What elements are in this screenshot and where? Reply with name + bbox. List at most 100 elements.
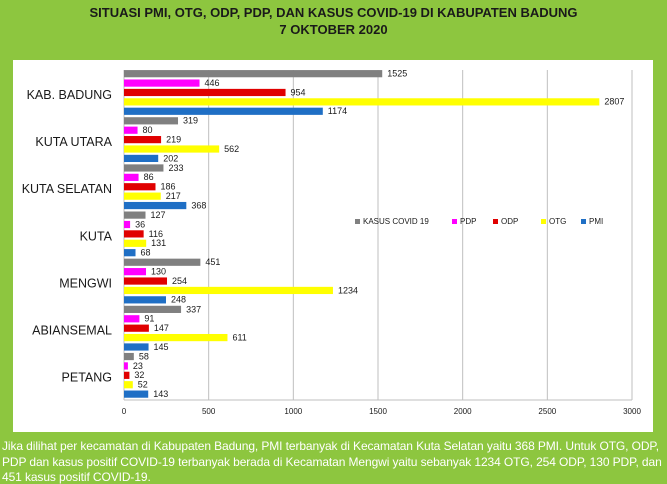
bar-1-3 xyxy=(124,145,220,153)
value-label-4-2: 254 xyxy=(172,276,187,286)
value-label-0-2: 954 xyxy=(291,87,306,97)
bar-2-4 xyxy=(124,201,187,210)
legend-label-3: OTG xyxy=(549,217,566,226)
bar-6-1 xyxy=(124,362,128,370)
value-label-3-0: 127 xyxy=(151,210,166,220)
value-label-6-3: 52 xyxy=(138,380,148,390)
bar-0-4 xyxy=(124,107,323,115)
bar-1-0 xyxy=(124,117,179,125)
chart-title-line-1: SITUASI PMI, OTG, ODP, PDP, DAN KASUS CO… xyxy=(89,5,578,20)
value-label-0-3: 2807 xyxy=(604,97,624,107)
category-label-2: KUTA SELATAN xyxy=(22,182,112,196)
bar-2-0 xyxy=(124,164,164,172)
bar-3-4 xyxy=(124,249,136,257)
bar-0-1 xyxy=(124,79,200,87)
category-label-4: MENGWI xyxy=(59,276,112,290)
value-label-6-4: 143 xyxy=(153,389,168,399)
bar-6-0 xyxy=(124,352,134,361)
bar-0-0 xyxy=(124,70,383,78)
value-label-3-4: 68 xyxy=(141,248,151,258)
bar-4-4 xyxy=(124,296,166,304)
value-label-5-0: 337 xyxy=(186,304,201,314)
category-label-1: KUTA UTARA xyxy=(35,135,112,149)
value-label-1-0: 319 xyxy=(183,116,198,126)
x-tick-label-2000: 2000 xyxy=(454,407,472,416)
value-label-4-0: 451 xyxy=(205,257,220,267)
caption-text: Jika dilihat per kecamatan di Kabupaten … xyxy=(2,439,662,484)
value-label-2-3: 217 xyxy=(166,191,181,201)
legend-label-4: PMI xyxy=(589,217,603,226)
x-tick-label-0: 0 xyxy=(122,407,127,416)
legend-label-0: KASUS COVID 19 xyxy=(363,217,429,226)
value-label-5-3: 611 xyxy=(232,332,246,342)
bar-4-1 xyxy=(124,268,147,276)
value-label-0-0: 1525 xyxy=(387,69,407,79)
legend-swatch-4 xyxy=(581,219,586,224)
bar-3-1 xyxy=(124,220,131,229)
value-label-5-2: 147 xyxy=(154,323,169,333)
grid xyxy=(123,70,633,401)
x-axis-ticks: 0 500 1000 1500 2000 2500 3000 xyxy=(122,407,642,416)
bar-5-2 xyxy=(124,324,149,332)
bar-3-3 xyxy=(124,239,147,247)
x-tick-label-3000: 3000 xyxy=(623,407,641,416)
value-label-2-1: 86 xyxy=(144,172,154,182)
legend: KASUS COVID 19 PDP ODP OTG PMI xyxy=(355,217,603,226)
value-label-3-2: 116 xyxy=(149,229,163,239)
chart-area xyxy=(13,60,653,432)
bar-1-1 xyxy=(124,126,138,134)
value-label-3-1: 36 xyxy=(135,219,145,229)
bar-4-3 xyxy=(124,286,333,295)
bar-5-1 xyxy=(124,315,140,323)
value-label-6-2: 32 xyxy=(134,370,144,380)
chart-title: SITUASI PMI, OTG, ODP, PDP, DAN KASUS CO… xyxy=(0,4,667,38)
value-label-4-3: 1234 xyxy=(338,285,358,295)
bar-0-2 xyxy=(124,88,286,97)
x-tick-label-1500: 1500 xyxy=(369,407,387,416)
bar-5-4 xyxy=(124,343,149,351)
bar-5-3 xyxy=(124,333,228,342)
category-labels: KAB. BADUNG KUTA UTARA KUTA SELATAN KUTA MEN… xyxy=(22,88,113,385)
value-label-3-3: 131 xyxy=(151,238,166,248)
category-label-3: KUTA xyxy=(80,229,113,243)
value-label-0-1: 446 xyxy=(205,78,220,88)
bar-6-4 xyxy=(124,390,149,398)
legend-swatch-3 xyxy=(541,219,546,224)
x-tick-label-1000: 1000 xyxy=(284,407,302,416)
legend-label-1: PDP xyxy=(460,217,476,226)
value-label-4-4: 248 xyxy=(171,295,186,305)
value-label-6-1: 23 xyxy=(133,361,143,371)
bar-2-3 xyxy=(124,192,161,200)
bar-5-0 xyxy=(124,305,182,313)
bar-0-3 xyxy=(124,98,600,106)
chart-title-line-2: 7 OKTOBER 2020 xyxy=(279,22,388,37)
bar-3-0 xyxy=(124,211,146,219)
value-label-0-4: 1174 xyxy=(328,106,347,116)
value-label-4-1: 130 xyxy=(151,267,166,277)
value-label-1-2: 219 xyxy=(166,134,181,144)
value-label-2-4: 368 xyxy=(191,200,206,210)
category-label-6: PETANG xyxy=(62,371,112,385)
category-label-5: ABIANSEMAL xyxy=(32,324,112,338)
bar-6-3 xyxy=(124,381,133,389)
bar-3-2 xyxy=(124,230,144,238)
value-label-2-0: 233 xyxy=(168,163,183,173)
bar-2-1 xyxy=(124,173,139,181)
legend-label-2: ODP xyxy=(501,217,518,226)
bar-4-0 xyxy=(124,258,201,266)
value-label-1-4: 202 xyxy=(163,153,178,163)
x-tick-label-500: 500 xyxy=(202,407,216,416)
bar-2-2 xyxy=(124,183,156,191)
bar-1-4 xyxy=(124,154,159,163)
x-tick-label-2500: 2500 xyxy=(538,407,556,416)
legend-swatch-2 xyxy=(493,219,498,224)
value-label-5-1: 91 xyxy=(144,314,154,324)
bar-4-2 xyxy=(124,277,168,285)
value-label-2-2: 186 xyxy=(160,182,175,192)
value-label-1-1: 80 xyxy=(143,125,153,135)
value-label-1-3: 562 xyxy=(224,144,239,154)
value-label-5-4: 145 xyxy=(154,342,169,352)
